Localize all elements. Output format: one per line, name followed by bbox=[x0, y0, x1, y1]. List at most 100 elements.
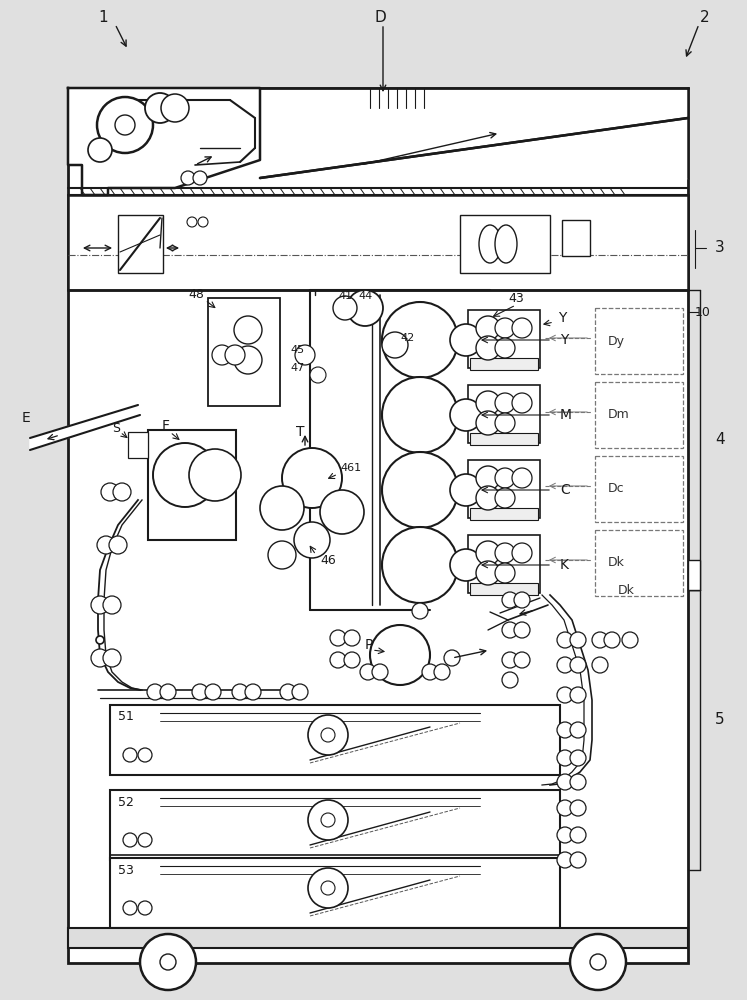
Text: 51: 51 bbox=[118, 710, 134, 724]
Circle shape bbox=[514, 652, 530, 668]
Circle shape bbox=[260, 486, 304, 530]
Bar bbox=[470, 433, 538, 445]
Circle shape bbox=[382, 452, 458, 528]
Circle shape bbox=[333, 296, 357, 320]
Circle shape bbox=[115, 115, 135, 135]
Circle shape bbox=[268, 541, 296, 569]
Circle shape bbox=[292, 684, 308, 700]
Circle shape bbox=[109, 536, 127, 554]
Circle shape bbox=[557, 774, 573, 790]
Circle shape bbox=[145, 93, 175, 123]
Bar bbox=[110, 705, 560, 775]
Circle shape bbox=[282, 448, 342, 508]
Bar bbox=[148, 430, 236, 540]
Text: 4: 4 bbox=[715, 432, 725, 448]
Circle shape bbox=[502, 652, 518, 668]
Circle shape bbox=[382, 302, 458, 378]
Bar bbox=[470, 358, 538, 370]
Circle shape bbox=[412, 453, 428, 469]
Circle shape bbox=[512, 468, 532, 488]
Circle shape bbox=[138, 901, 152, 915]
Circle shape bbox=[160, 684, 176, 700]
Circle shape bbox=[360, 664, 376, 680]
Circle shape bbox=[330, 630, 346, 646]
Circle shape bbox=[321, 881, 335, 895]
Circle shape bbox=[382, 332, 408, 358]
Circle shape bbox=[113, 483, 131, 501]
Circle shape bbox=[344, 630, 360, 646]
Bar bbox=[470, 583, 538, 595]
Circle shape bbox=[153, 443, 217, 507]
Circle shape bbox=[382, 377, 458, 453]
Circle shape bbox=[330, 652, 346, 668]
Circle shape bbox=[495, 563, 515, 583]
Text: M: M bbox=[560, 408, 572, 422]
Circle shape bbox=[570, 722, 586, 738]
Circle shape bbox=[245, 684, 261, 700]
Text: 5: 5 bbox=[715, 712, 725, 728]
Circle shape bbox=[476, 486, 500, 510]
Circle shape bbox=[622, 632, 638, 648]
Circle shape bbox=[295, 345, 315, 365]
Circle shape bbox=[193, 171, 207, 185]
Text: 41: 41 bbox=[338, 291, 352, 301]
Circle shape bbox=[514, 592, 530, 608]
Text: F: F bbox=[162, 419, 170, 433]
Circle shape bbox=[502, 672, 518, 688]
Circle shape bbox=[321, 728, 335, 742]
Bar bbox=[562, 220, 590, 256]
Circle shape bbox=[103, 596, 121, 614]
Bar bbox=[595, 530, 683, 596]
Bar bbox=[460, 215, 550, 273]
Circle shape bbox=[198, 217, 208, 227]
Circle shape bbox=[181, 171, 195, 185]
Polygon shape bbox=[30, 405, 140, 450]
Text: Dc: Dc bbox=[608, 483, 624, 495]
Circle shape bbox=[308, 868, 348, 908]
Circle shape bbox=[450, 324, 482, 356]
Circle shape bbox=[557, 722, 573, 738]
Circle shape bbox=[91, 649, 109, 667]
Circle shape bbox=[103, 649, 121, 667]
Text: E: E bbox=[22, 411, 31, 425]
Text: T: T bbox=[296, 425, 305, 439]
Circle shape bbox=[512, 393, 532, 413]
Circle shape bbox=[422, 664, 438, 680]
Circle shape bbox=[570, 852, 586, 868]
Circle shape bbox=[308, 715, 348, 755]
Circle shape bbox=[91, 596, 109, 614]
Circle shape bbox=[495, 543, 515, 563]
Circle shape bbox=[570, 657, 586, 673]
Circle shape bbox=[592, 632, 608, 648]
Text: Y: Y bbox=[560, 333, 568, 347]
Circle shape bbox=[140, 934, 196, 990]
Circle shape bbox=[138, 833, 152, 847]
Text: Dy: Dy bbox=[608, 334, 625, 348]
Bar bbox=[470, 508, 538, 520]
Circle shape bbox=[512, 543, 532, 563]
Circle shape bbox=[495, 488, 515, 508]
Circle shape bbox=[347, 290, 383, 326]
Text: C: C bbox=[560, 483, 570, 497]
Circle shape bbox=[147, 684, 163, 700]
Circle shape bbox=[570, 800, 586, 816]
Bar bbox=[128, 432, 148, 458]
Bar bbox=[110, 858, 560, 928]
Text: 10: 10 bbox=[695, 306, 711, 318]
Circle shape bbox=[495, 338, 515, 358]
Text: 43: 43 bbox=[508, 292, 524, 304]
Circle shape bbox=[512, 318, 532, 338]
Bar bbox=[595, 382, 683, 448]
Circle shape bbox=[495, 318, 515, 338]
Bar bbox=[468, 535, 540, 593]
Circle shape bbox=[97, 536, 115, 554]
Circle shape bbox=[232, 684, 248, 700]
Text: 44: 44 bbox=[358, 291, 372, 301]
Circle shape bbox=[570, 632, 586, 648]
Text: 47: 47 bbox=[290, 363, 304, 373]
Text: 3: 3 bbox=[715, 240, 725, 255]
Bar bbox=[595, 308, 683, 374]
Circle shape bbox=[570, 750, 586, 766]
Circle shape bbox=[308, 800, 348, 840]
Circle shape bbox=[476, 466, 500, 490]
